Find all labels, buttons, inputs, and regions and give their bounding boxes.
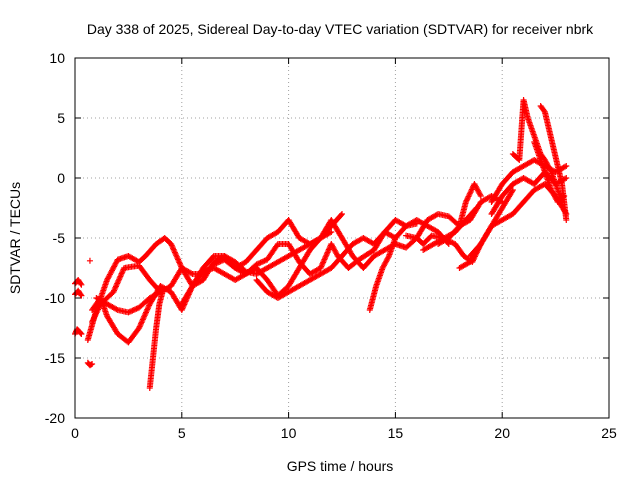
data-point-interp — [90, 316, 97, 323]
y-tick-label: -10 — [45, 290, 65, 306]
series-track-2 — [72, 277, 85, 288]
data-point-interp — [468, 186, 475, 193]
data-point-interp — [89, 317, 96, 324]
series-track-18 — [456, 181, 570, 271]
series-track-10 — [146, 289, 166, 391]
series-track-9 — [93, 289, 164, 316]
data-point-interp — [77, 291, 84, 298]
y-tick-label: 10 — [49, 50, 65, 66]
data-point-interp — [77, 330, 84, 337]
data-point — [86, 257, 93, 264]
data-point-interp — [385, 254, 392, 261]
x-tick-label: 5 — [178, 425, 186, 441]
series-track-16 — [435, 181, 484, 247]
data-point — [78, 292, 85, 299]
data-point — [563, 217, 570, 223]
data-point — [477, 193, 484, 199]
data-point-interp — [92, 312, 99, 319]
data-point-interp — [94, 307, 101, 314]
data-point-interp — [93, 310, 100, 317]
data-point — [78, 281, 85, 288]
data-point-interp — [465, 193, 472, 200]
series-track-4 — [84, 359, 96, 369]
data-point-interp — [468, 187, 475, 194]
y-tick-label: -15 — [45, 350, 65, 366]
data-point — [473, 205, 480, 211]
series-track-23 — [531, 139, 568, 205]
chart-title: Day 338 of 2025, Sidereal Day-to-day VTE… — [87, 21, 594, 37]
series-track-5 — [86, 257, 93, 264]
x-tick-label: 15 — [388, 425, 404, 441]
x-tick-label: 0 — [71, 425, 79, 441]
data-point-interp — [509, 188, 516, 195]
x-tick-label: 10 — [281, 425, 297, 441]
data-point-interp — [561, 163, 568, 170]
series-track-12 — [253, 217, 420, 301]
data-point-interp — [560, 194, 567, 200]
y-tick-label: 5 — [57, 110, 65, 126]
data-point-interp — [561, 175, 568, 182]
data-point-interp — [466, 192, 473, 199]
data-point-interp — [464, 196, 471, 203]
data-markers — [72, 97, 570, 391]
data-point — [78, 331, 85, 337]
y-tick-label: 0 — [57, 170, 65, 186]
y-tick-label: -5 — [53, 230, 66, 246]
data-point-interp — [466, 190, 473, 197]
x-tick-label: 25 — [601, 425, 617, 441]
series-track-22 — [537, 103, 570, 223]
series-track-3 — [72, 287, 85, 299]
x-axis-label: GPS time / hours — [287, 458, 394, 474]
data-point — [89, 319, 96, 325]
data-point — [339, 211, 345, 217]
data-point — [563, 175, 570, 181]
data-point-interp — [188, 270, 195, 277]
tick-labels: 0 5 10 15 20 25 -20 -15 -10 -5 0 5 10 — [45, 50, 617, 441]
series-track-1 — [72, 326, 85, 337]
data-point-interp — [477, 191, 484, 198]
plot-frame — [74, 57, 610, 419]
data-point-interp — [77, 280, 84, 287]
data-point-interp — [91, 313, 98, 320]
data-point — [89, 361, 96, 367]
data-point-interp — [547, 167, 554, 174]
data-point-interp — [93, 309, 100, 316]
data-point — [159, 289, 166, 295]
data-point-interp — [467, 189, 474, 196]
data-point-interp — [472, 206, 479, 213]
data-point — [561, 193, 568, 199]
data-point — [563, 163, 570, 169]
data-point-interp — [464, 194, 471, 201]
data-point-interp — [113, 306, 120, 313]
series-track-13 — [366, 217, 452, 313]
data-point-interp — [95, 306, 102, 313]
data-point-interp — [541, 107, 548, 114]
y-axis-label: SDTVAR / TECUs — [7, 182, 23, 294]
data-point-interp — [338, 212, 345, 219]
data-point — [445, 241, 452, 247]
data-point-interp — [463, 197, 470, 204]
y-tick-label: -20 — [45, 410, 65, 426]
x-tick-label: 20 — [494, 425, 510, 441]
data-point — [462, 199, 469, 205]
data-point-interp — [91, 314, 98, 321]
